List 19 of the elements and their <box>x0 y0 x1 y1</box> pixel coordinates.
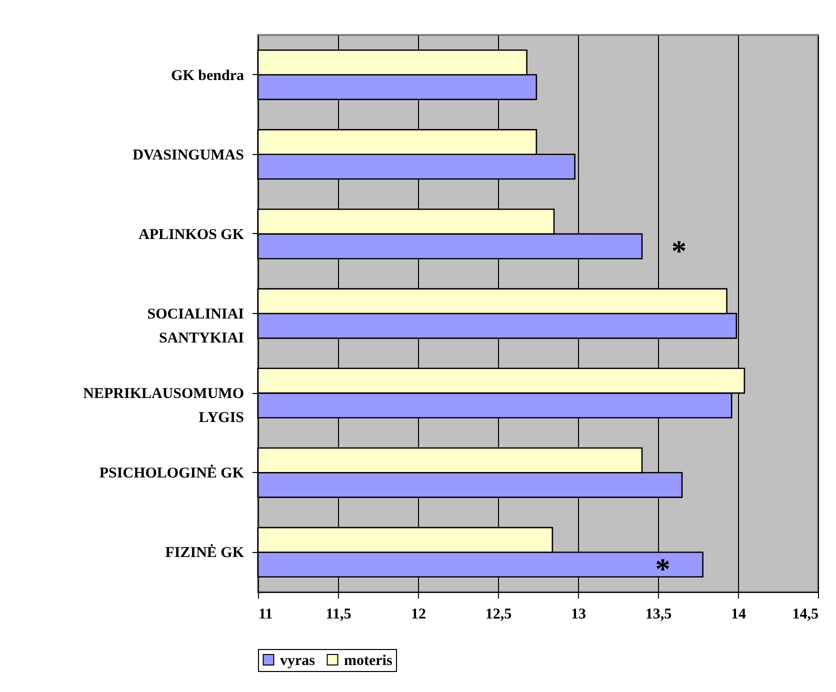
y-tick-label: FIZINĖ GK <box>165 544 244 562</box>
y-tick-label: PSICHOLOGINĖ GK <box>99 464 244 482</box>
x-tick-label: 11,5 <box>326 606 352 622</box>
y-tick-label: NEPRIKLAUSOMUMO LYGIS <box>83 386 244 426</box>
x-tick-label: 14,5 <box>792 606 818 622</box>
x-tick-label: 11 <box>258 606 273 622</box>
x-tick-label: 12 <box>411 606 426 622</box>
y-tick-label: APLINKOS GK <box>138 226 244 243</box>
annotation: * <box>655 553 670 586</box>
x-tick-label: 13 <box>571 606 586 622</box>
y-tick-label: DVASINGUMAS <box>132 147 244 164</box>
x-tick-label: 14 <box>731 606 746 622</box>
x-tick-label: 12,5 <box>485 606 512 622</box>
legend-label: vyras <box>280 652 316 669</box>
annotation: * <box>672 234 686 268</box>
y-tick-label: SOCIALINIAI SANTYKIAI <box>147 306 244 346</box>
x-tick-label: 13,5 <box>645 606 672 622</box>
legend-label: moteris <box>344 652 392 669</box>
y-tick-label: GK bendra <box>171 68 244 84</box>
